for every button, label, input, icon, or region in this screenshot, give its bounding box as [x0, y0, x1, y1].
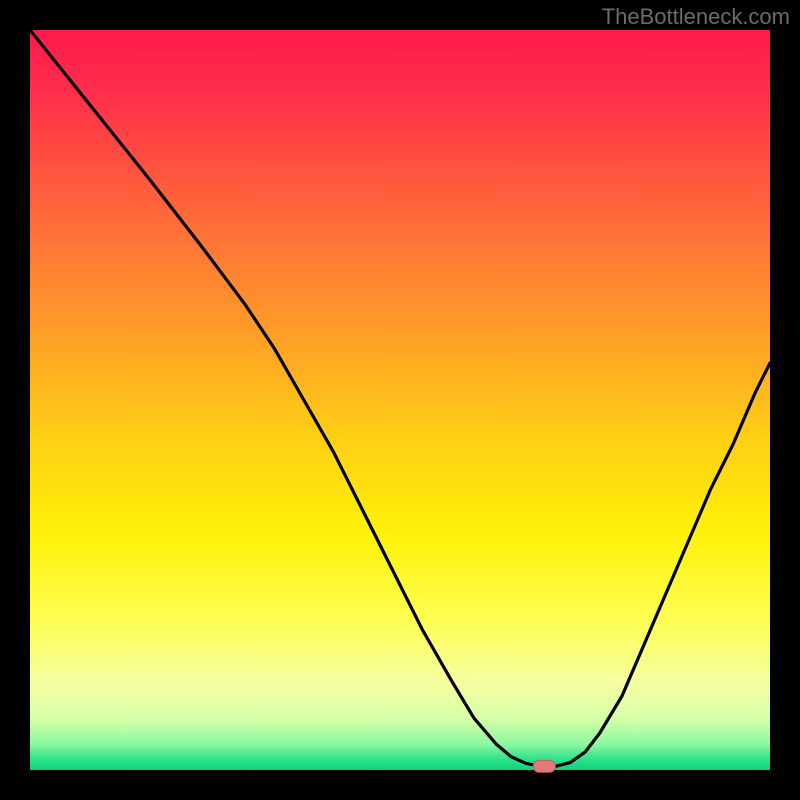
plot-background [30, 30, 770, 770]
bottleneck-curve-chart [0, 0, 800, 800]
chart-container: TheBottleneck.com [0, 0, 800, 800]
optimal-marker [533, 760, 555, 772]
